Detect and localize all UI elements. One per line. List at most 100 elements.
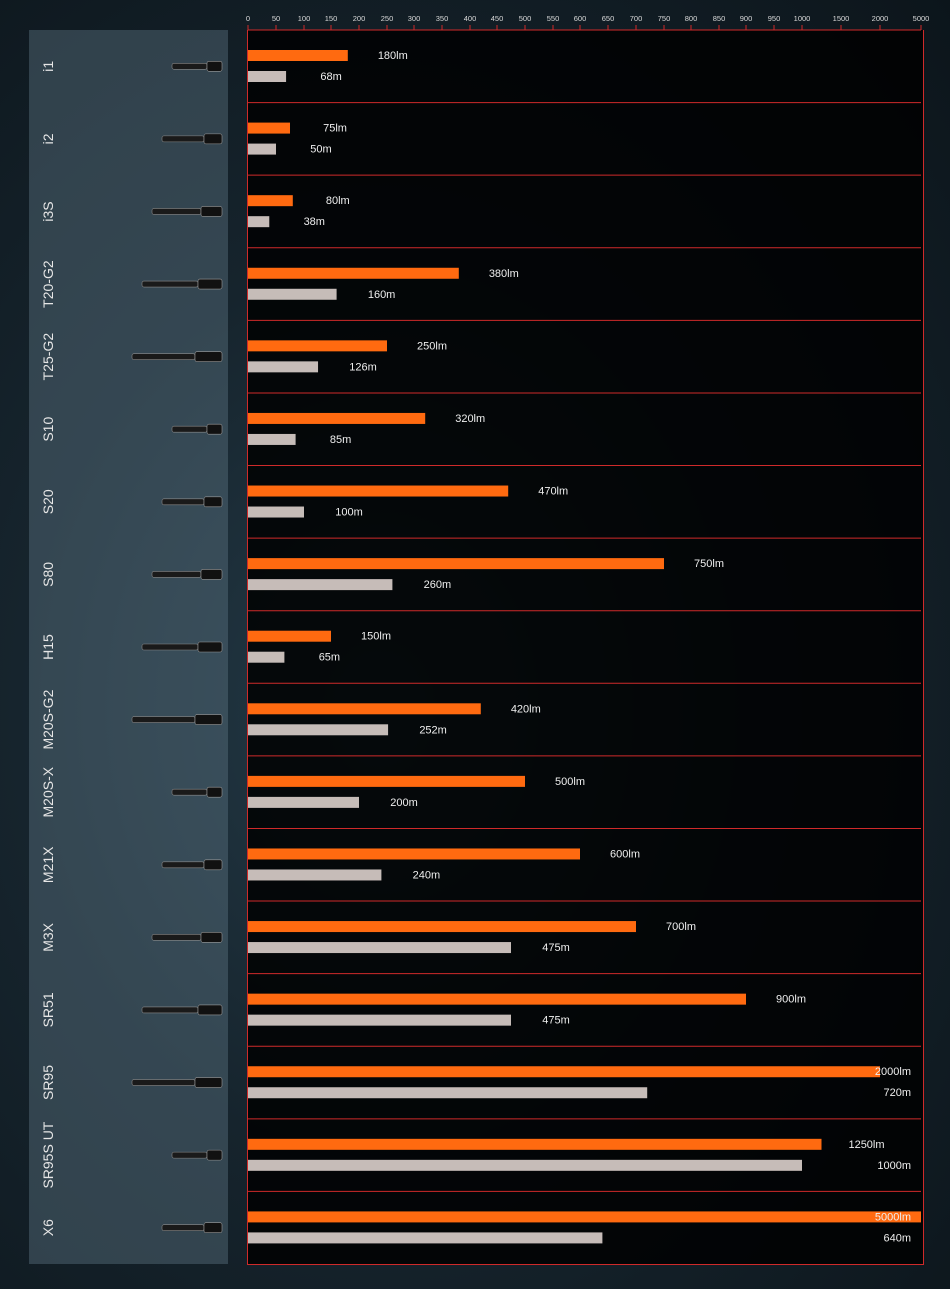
product-name: S20 <box>40 489 56 514</box>
lumen-label: 380lm <box>489 268 519 280</box>
product-name: S80 <box>40 562 56 587</box>
throw-bar <box>248 942 511 954</box>
throw-bar <box>248 651 285 663</box>
lumen-label: 700lm <box>666 921 696 933</box>
axis-tick-label: 800 <box>685 14 698 23</box>
flashlight-icon <box>161 496 223 508</box>
axis-tick-label: 750 <box>658 14 671 23</box>
product-name: X6 <box>40 1219 56 1236</box>
axis-tick-label: 850 <box>713 14 726 23</box>
throw-bar <box>248 869 382 881</box>
lumen-label: 320lm <box>455 413 485 425</box>
throw-label: 240m <box>413 869 441 881</box>
lumen-bar <box>248 412 426 424</box>
lumen-bar <box>248 775 525 787</box>
flashlight-icon <box>141 278 223 290</box>
lumen-bar <box>248 630 331 642</box>
axis-tick-label: 300 <box>408 14 421 23</box>
throw-label: 260m <box>424 579 452 591</box>
axis-tick-label: 1000 <box>794 14 811 23</box>
throw-label: 200m <box>390 797 418 809</box>
lumen-bar <box>248 921 636 933</box>
flashlight-icon <box>151 932 223 943</box>
lumen-label: 5000lm <box>875 1211 911 1223</box>
row-dividers <box>248 102 921 1192</box>
axis-tick-label: 650 <box>602 14 615 23</box>
flashlight-icon <box>131 714 223 725</box>
axis-tick-label: 2000 <box>872 14 889 23</box>
flashlight-icon <box>171 1149 223 1161</box>
lumen-label: 75lm <box>323 123 347 135</box>
throw-bar <box>248 579 393 591</box>
flashlight-icon <box>141 641 223 653</box>
product-name: M3X <box>40 922 56 951</box>
throw-label: 65m <box>319 652 340 664</box>
lumen-label: 2000lm <box>875 1066 911 1078</box>
axis-tick-label: 250 <box>381 14 394 23</box>
throw-label: 475m <box>542 942 570 954</box>
lumen-bar <box>248 558 664 570</box>
axis-tick-label: 0 <box>246 14 250 23</box>
lumen-bar <box>248 50 348 61</box>
lumen-label: 420lm <box>511 703 541 715</box>
lumen-bar <box>248 485 509 497</box>
throw-bar <box>248 1087 648 1099</box>
throw-label: 720m <box>883 1087 911 1099</box>
lumen-label: 470lm <box>538 486 568 498</box>
flashlight-icon <box>171 786 223 798</box>
lumen-label: 1250lm <box>848 1139 884 1151</box>
axis-tick-label: 450 <box>491 14 504 23</box>
throw-label: 640m <box>883 1232 911 1244</box>
lumen-label: 250lm <box>417 340 447 352</box>
throw-bar <box>248 433 296 445</box>
lumen-bar <box>248 703 481 715</box>
throw-label: 1000m <box>877 1160 911 1172</box>
lumen-label: 150lm <box>361 631 391 643</box>
product-name: M20S-G2 <box>40 689 56 749</box>
axis-tick-label: 550 <box>547 14 560 23</box>
flashlight-icon <box>171 423 223 435</box>
throw-label: 38m <box>304 216 325 228</box>
axis-tick-label: 200 <box>353 14 366 23</box>
throw-bar <box>248 1014 511 1026</box>
lumen-label: 180lm <box>378 50 408 62</box>
product-names: i1 i2 i3S T20-G2 T25-G2 S10 S20 S80 H15 M20S-G2 M2… <box>40 61 56 1237</box>
axis-tick-label: 400 <box>464 14 477 23</box>
flashlight-icon <box>161 1222 223 1234</box>
throw-bar <box>248 216 270 228</box>
throw-bar <box>248 506 304 518</box>
axis-tick-label: 100 <box>298 14 311 23</box>
lumen-label: 600lm <box>610 848 640 860</box>
product-name: S10 <box>40 417 56 442</box>
throw-label: 160m <box>368 289 396 301</box>
axis-tick-label: 150 <box>325 14 338 23</box>
product-name: i2 <box>40 133 56 144</box>
flashlight-icon <box>161 859 223 871</box>
flashlight-icon <box>151 206 223 217</box>
throw-label: 252m <box>419 724 447 736</box>
axis-tick-label: 50 <box>272 14 280 23</box>
flashlight-icons <box>131 60 223 1234</box>
axis-tick-label: 5000 <box>913 14 930 23</box>
product-name: T25-G2 <box>40 333 56 381</box>
lumen-bar <box>248 1211 921 1223</box>
flashlight-icon <box>171 60 223 72</box>
throw-bar <box>248 1232 603 1244</box>
throw-bar <box>248 724 389 736</box>
lumen-bar <box>248 993 746 1005</box>
throw-bar <box>248 361 319 373</box>
chart-plot-area <box>247 30 924 1265</box>
lumen-bar <box>248 1066 880 1078</box>
throw-label: 68m <box>320 71 341 83</box>
throw-bar <box>248 143 276 155</box>
flashlight-icon <box>131 1077 223 1088</box>
throw-label: 100m <box>335 507 363 519</box>
product-name: T20-G2 <box>40 260 56 308</box>
lumen-label: 750lm <box>694 558 724 570</box>
product-name: i1 <box>40 61 56 72</box>
bars <box>248 50 921 1244</box>
throw-label: 126m <box>349 361 377 373</box>
flashlight-icon <box>131 351 223 362</box>
product-name: H15 <box>40 634 56 660</box>
